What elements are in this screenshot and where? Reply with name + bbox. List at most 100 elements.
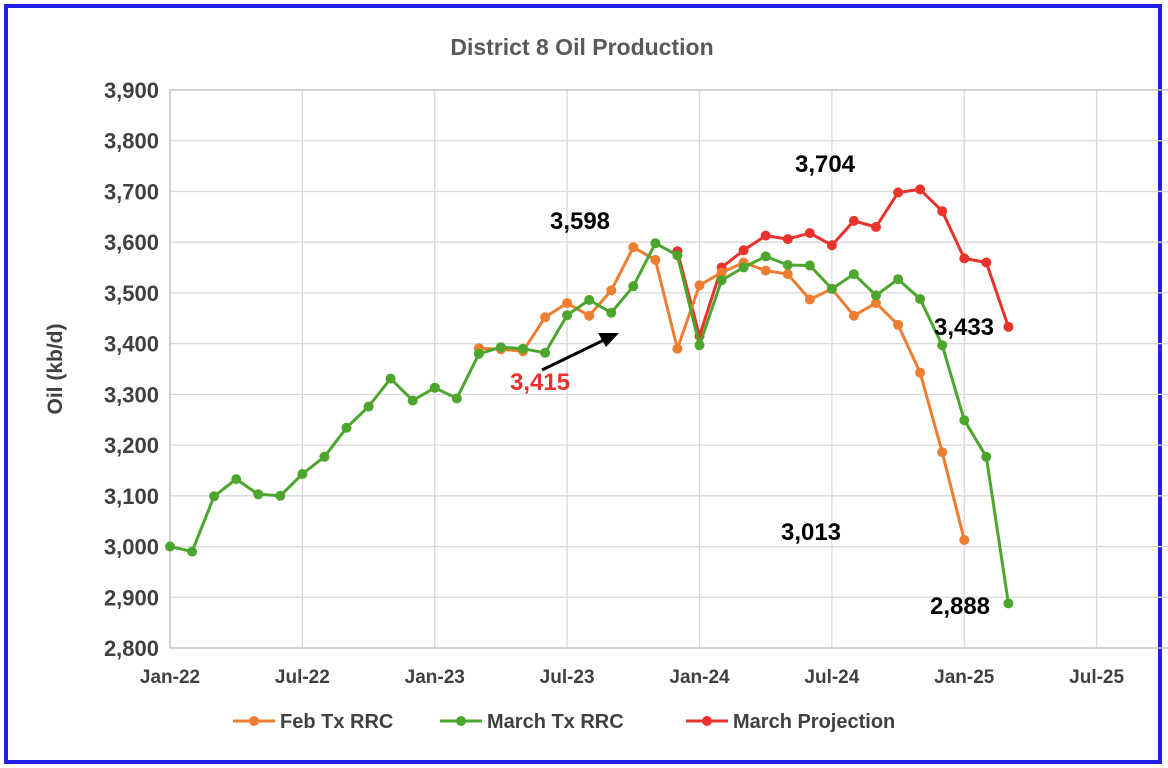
data-point-march-projection bbox=[848, 215, 859, 226]
data-point-march-tx-rrc bbox=[275, 490, 286, 501]
data-point-march-tx-rrc bbox=[253, 489, 264, 500]
series-line-march-projection bbox=[675, 187, 1010, 338]
annotation-last-feb: 3,013 bbox=[781, 519, 841, 546]
y-tick-label: 2,900 bbox=[104, 585, 159, 610]
data-point-march-tx-rrc bbox=[959, 415, 970, 426]
y-tick-label: 3,100 bbox=[104, 484, 159, 509]
chart-title: District 8 Oil Production bbox=[450, 34, 713, 60]
y-tick-label: 3,400 bbox=[104, 332, 159, 357]
annotation-last-march: 2,888 bbox=[930, 593, 990, 620]
data-point-march-tx-rrc bbox=[562, 310, 573, 321]
data-point-march-tx-rrc bbox=[429, 382, 440, 393]
data-point-feb-tx-rrc bbox=[937, 447, 948, 458]
annotation-last-projection: 3,433 bbox=[934, 314, 994, 341]
y-tick-label: 3,700 bbox=[104, 179, 159, 204]
annotation-peak-2023: 3,598 bbox=[550, 208, 610, 235]
data-point-march-projection bbox=[871, 222, 881, 232]
legend-label-feb: Feb Tx RRC bbox=[280, 711, 393, 733]
data-point-march-tx-rrc bbox=[716, 275, 727, 286]
data-point-march-tx-rrc bbox=[937, 340, 948, 351]
data-point-march-projection bbox=[893, 187, 904, 198]
gridlines bbox=[169, 89, 1168, 649]
data-point-march-tx-rrc bbox=[760, 251, 771, 262]
data-point-march-tx-rrc bbox=[738, 262, 749, 273]
plot-area bbox=[169, 89, 1168, 649]
data-point-march-projection bbox=[937, 206, 948, 217]
data-point-march-tx-rrc bbox=[804, 260, 815, 271]
data-point-feb-tx-rrc bbox=[716, 267, 727, 278]
data-point-feb-tx-rrc bbox=[760, 265, 771, 276]
annotation-jan24-projection: 3,415 bbox=[510, 369, 570, 396]
data-point-feb-tx-rrc bbox=[959, 535, 970, 545]
data-point-feb-tx-rrc bbox=[893, 319, 904, 330]
data-point-march-tx-rrc bbox=[826, 283, 837, 294]
data-point-march-tx-rrc bbox=[606, 307, 617, 318]
data-point-march-projection bbox=[981, 257, 992, 268]
data-point-march-tx-rrc bbox=[297, 469, 308, 479]
y-tick-label: 3,000 bbox=[104, 535, 159, 560]
data-point-feb-tx-rrc bbox=[782, 269, 793, 280]
y-tick-label: 3,800 bbox=[104, 129, 159, 154]
legend: Feb Tx RRC March Tx RRC March Projection bbox=[233, 711, 895, 733]
data-point-march-tx-rrc bbox=[165, 541, 175, 552]
data-point-march-tx-rrc bbox=[187, 546, 198, 557]
data-point-march-tx-rrc bbox=[451, 393, 462, 404]
y-tick-label: 3,300 bbox=[104, 382, 159, 407]
x-tick-label: Jan-22 bbox=[140, 667, 200, 688]
data-point-march-tx-rrc bbox=[782, 260, 793, 270]
data-point-march-tx-rrc bbox=[518, 343, 528, 354]
chart-frame bbox=[4, 4, 1162, 764]
data-point-march-projection bbox=[804, 228, 815, 239]
arrow-annotation bbox=[541, 333, 619, 372]
y-tick-label: 2,800 bbox=[104, 636, 159, 661]
data-point-march-tx-rrc bbox=[540, 347, 551, 358]
data-point-feb-tx-rrc bbox=[694, 280, 705, 291]
x-tick-label: Jan-24 bbox=[669, 667, 730, 688]
legend-item-projection: March Projection bbox=[686, 711, 895, 733]
data-point-march-tx-rrc bbox=[981, 451, 992, 462]
y-tick-label: 3,600 bbox=[104, 230, 159, 255]
annotation-peak-projection: 3,704 bbox=[795, 151, 856, 178]
data-point-feb-tx-rrc bbox=[915, 367, 926, 378]
data-point-march-tx-rrc bbox=[231, 474, 242, 485]
data-point-march-tx-rrc bbox=[363, 401, 374, 412]
data-point-march-projection bbox=[826, 240, 837, 251]
data-point-feb-tx-rrc bbox=[562, 298, 573, 309]
legend-item-feb: Feb Tx RRC bbox=[233, 711, 393, 733]
data-point-feb-tx-rrc bbox=[804, 294, 815, 305]
data-point-feb-tx-rrc bbox=[672, 343, 683, 354]
data-point-march-projection bbox=[738, 245, 749, 256]
data-point-march-projection bbox=[915, 184, 926, 195]
data-point-feb-tx-rrc bbox=[650, 254, 661, 265]
data-point-march-tx-rrc bbox=[319, 451, 330, 462]
y-tick-label: 3,500 bbox=[104, 281, 159, 306]
legend-item-march: March Tx RRC bbox=[440, 711, 624, 733]
y-tick-label: 3,200 bbox=[104, 433, 159, 458]
x-axis-ticks: Jan-22 Jul-22 Jan-23 Jul-23 Jan-24 Jul-24 Jan-… bbox=[140, 667, 1125, 688]
y-axis-label: Oil (kb/d) bbox=[44, 324, 67, 415]
data-point-march-tx-rrc bbox=[495, 342, 506, 353]
series-lines bbox=[165, 184, 1014, 609]
data-point-march-tx-rrc bbox=[694, 340, 705, 351]
data-point-march-tx-rrc bbox=[209, 491, 220, 502]
data-point-march-tx-rrc bbox=[915, 294, 926, 304]
y-tick-label: 3,900 bbox=[104, 78, 159, 103]
data-point-march-tx-rrc bbox=[584, 295, 595, 305]
data-point-feb-tx-rrc bbox=[628, 242, 639, 253]
data-point-feb-tx-rrc bbox=[584, 310, 595, 321]
data-point-feb-tx-rrc bbox=[848, 310, 859, 321]
x-tick-label: Jul-24 bbox=[804, 667, 859, 688]
x-tick-label: Jul-23 bbox=[540, 667, 595, 688]
data-point-march-projection bbox=[959, 253, 970, 264]
data-point-march-tx-rrc bbox=[385, 373, 396, 384]
data-point-march-tx-rrc bbox=[672, 250, 683, 261]
data-point-march-tx-rrc bbox=[407, 395, 418, 406]
data-point-feb-tx-rrc bbox=[606, 285, 617, 296]
data-point-march-tx-rrc bbox=[628, 281, 639, 292]
legend-label-march: March Tx RRC bbox=[487, 711, 624, 733]
x-tick-label: Jul-25 bbox=[1069, 667, 1124, 688]
data-point-march-projection bbox=[1003, 321, 1014, 332]
data-point-march-tx-rrc bbox=[341, 422, 352, 433]
series-march-projection bbox=[672, 184, 1014, 341]
